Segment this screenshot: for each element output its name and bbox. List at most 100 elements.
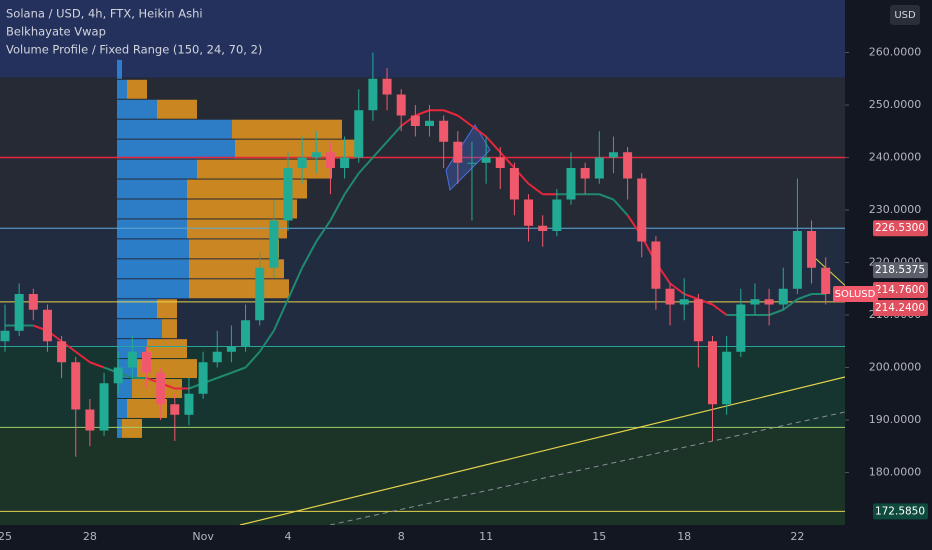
symbol-tag: SOLUSD	[835, 289, 876, 300]
y-tick-label: 240.0000	[869, 151, 922, 164]
candle-body	[651, 241, 661, 289]
candle-body	[311, 152, 321, 158]
candle-body	[722, 351, 732, 405]
trend-line-dashed	[329, 411, 846, 526]
pattern-box	[445, 124, 491, 192]
vwap-segment	[471, 125, 487, 138]
vwap-segment	[301, 241, 318, 269]
y-tick-label: 250.0000	[869, 98, 922, 111]
currency-button-label[interactable]: USD	[894, 10, 916, 21]
candle-body	[708, 341, 717, 405]
profile-up	[117, 299, 157, 319]
price-label-box	[873, 262, 928, 279]
profile-down	[187, 199, 297, 219]
profile-down	[189, 239, 279, 259]
candle-body	[42, 309, 52, 342]
vwap-segment	[315, 219, 332, 243]
candle-body	[325, 152, 335, 168]
profile-down	[127, 79, 147, 99]
candle-body	[821, 267, 831, 294]
candle-body	[693, 299, 703, 342]
y-tick-label: 190.0000	[869, 413, 922, 426]
candle-body	[99, 383, 109, 431]
vwap-segment	[386, 125, 402, 143]
candle-body	[184, 393, 194, 415]
profile-down	[137, 359, 197, 379]
candle-body	[524, 199, 534, 226]
x-tick-label: 8	[398, 530, 405, 543]
y-tick-label: 230.0000	[869, 203, 922, 216]
vwap-segment	[258, 330, 275, 353]
y-tick-label: 180.0000	[869, 466, 922, 479]
candle-body	[85, 409, 95, 431]
vwap-segment	[244, 351, 261, 369]
candle-body	[113, 367, 123, 384]
profile-down	[122, 418, 142, 438]
candle-body	[439, 120, 449, 142]
vwap-segment	[343, 172, 360, 195]
profile-up	[117, 319, 162, 339]
vwap-segment	[499, 151, 516, 169]
candle-body	[594, 157, 604, 179]
candle-body	[807, 231, 817, 268]
indicator-name: Volume Profile / Fixed Range (150, 24, 7…	[6, 43, 262, 57]
candle-body	[467, 162, 477, 164]
symbol-tag-box	[833, 286, 878, 302]
candle-body	[241, 320, 251, 347]
candle-body	[28, 294, 38, 310]
vwap-segment	[598, 193, 614, 201]
x-tick-label: 18	[677, 530, 691, 543]
candle-body	[764, 299, 774, 305]
vwap-segment	[415, 109, 430, 117]
vwap-segment	[457, 114, 473, 127]
trend-line	[239, 376, 846, 526]
zone	[0, 427, 845, 525]
candle-body	[481, 157, 491, 163]
profile-down	[189, 279, 289, 299]
candle-body	[538, 225, 548, 231]
currency-button[interactable]	[890, 5, 920, 25]
candle-body	[637, 178, 647, 242]
y-tick-label: 260.0000	[869, 46, 922, 59]
candle-body	[665, 288, 675, 305]
candle-body	[226, 346, 236, 352]
price-label: 218.5375	[875, 264, 925, 276]
vwap-segment	[527, 182, 544, 196]
vwap-segment	[231, 366, 246, 374]
candle-body	[0, 330, 10, 342]
vwap-segment	[797, 293, 812, 301]
price-label-box	[873, 282, 928, 299]
candle-body	[580, 168, 590, 179]
price-label: 214.2400	[875, 302, 925, 314]
candle-body	[127, 351, 137, 368]
candle-body	[269, 220, 279, 268]
x-tick-label: 22	[790, 530, 804, 543]
profile-up	[117, 59, 122, 79]
vwap-segment	[669, 282, 685, 295]
profile-up	[117, 199, 187, 219]
x-tick-label: 11	[479, 530, 493, 543]
vwap-segment	[75, 350, 91, 364]
trend-line	[814, 257, 851, 291]
candle-body	[212, 351, 222, 363]
profile-down	[187, 219, 287, 239]
vwap-segment	[329, 193, 346, 221]
profile-up	[117, 379, 132, 398]
profile-up	[117, 99, 157, 119]
price-label: 226.5300	[875, 222, 925, 234]
profile-up	[117, 279, 189, 299]
profile-down	[197, 159, 332, 179]
price-label: 172.5850	[875, 505, 925, 517]
candle-body	[354, 110, 364, 158]
vwap-segment	[768, 308, 784, 316]
vwap-segment	[287, 267, 304, 300]
profile-down	[147, 339, 187, 359]
candle-body	[679, 299, 689, 305]
profile-up	[117, 119, 232, 139]
profile-down	[157, 299, 177, 319]
candle-body	[71, 362, 81, 410]
chart-title: Solana / USD, 4h, FTX, Heikin Ashi	[6, 7, 203, 21]
candle-body	[142, 351, 151, 373]
vwap-segment	[711, 303, 728, 316]
